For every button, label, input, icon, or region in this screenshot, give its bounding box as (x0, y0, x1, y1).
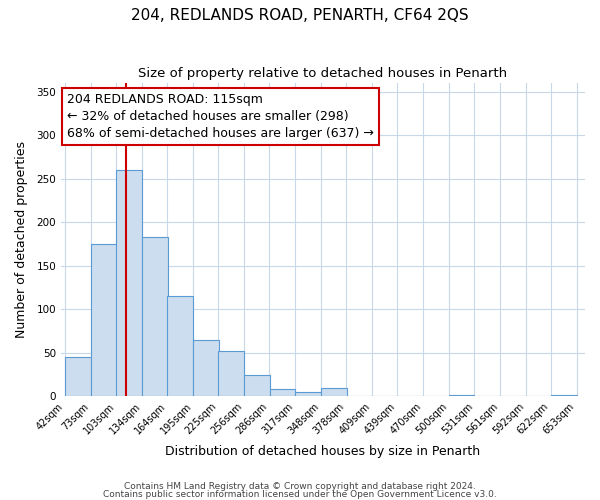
Bar (551, 394, 577, 396)
Bar (193, 340, 219, 396)
Bar (322, 388, 347, 396)
Bar (116, 170, 142, 396)
X-axis label: Distribution of detached houses by size in Penarth: Distribution of detached houses by size … (166, 444, 481, 458)
Title: Size of property relative to detached houses in Penarth: Size of property relative to detached ho… (139, 68, 508, 80)
Bar (269, 390, 295, 396)
Bar (295, 392, 321, 396)
Bar (167, 296, 193, 396)
Bar (449, 394, 475, 396)
Text: 204 REDLANDS ROAD: 115sqm
← 32% of detached houses are smaller (298)
68% of semi: 204 REDLANDS ROAD: 115sqm ← 32% of detac… (67, 94, 374, 140)
Bar (218, 351, 244, 397)
Text: 204, REDLANDS ROAD, PENARTH, CF64 2QS: 204, REDLANDS ROAD, PENARTH, CF64 2QS (131, 8, 469, 22)
Bar (65, 357, 91, 397)
Bar (142, 237, 168, 396)
Y-axis label: Number of detached properties: Number of detached properties (15, 141, 28, 338)
Bar (244, 374, 270, 396)
Text: Contains public sector information licensed under the Open Government Licence v3: Contains public sector information licen… (103, 490, 497, 499)
Text: Contains HM Land Registry data © Crown copyright and database right 2024.: Contains HM Land Registry data © Crown c… (124, 482, 476, 491)
Bar (91, 244, 117, 396)
